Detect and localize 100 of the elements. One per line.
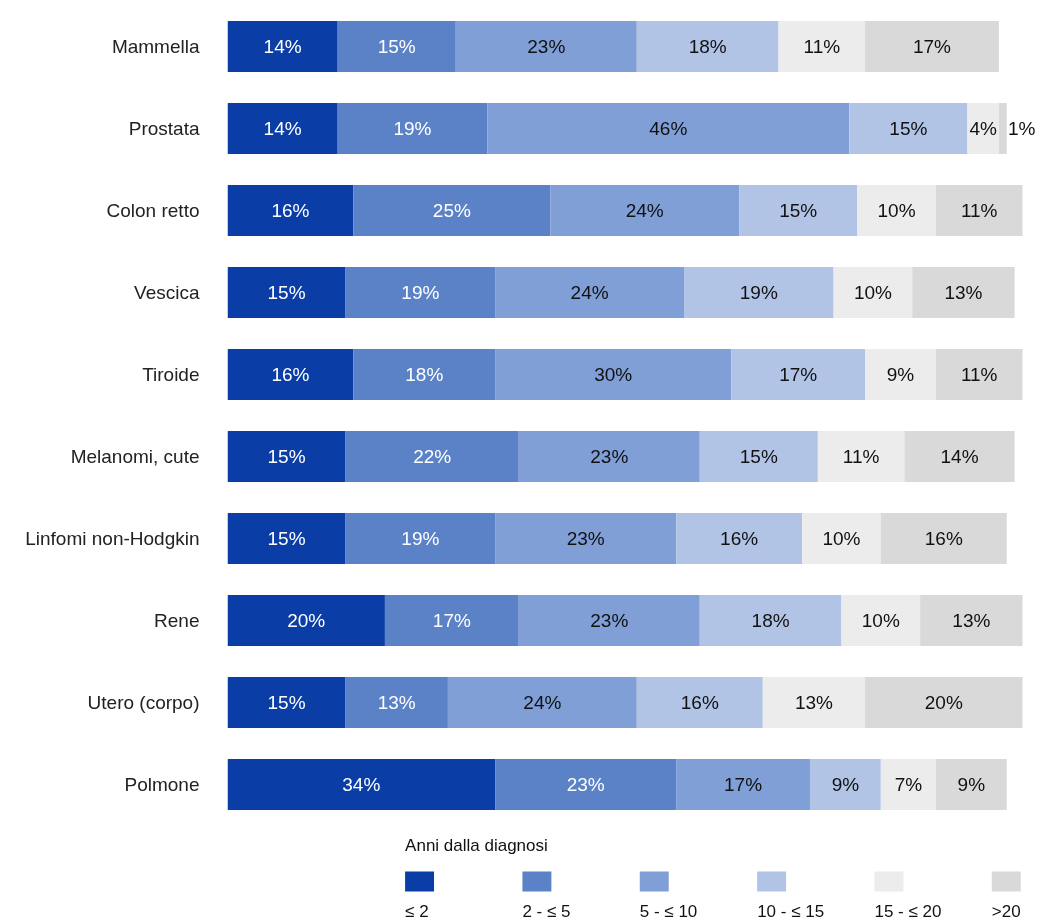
data-label: 19% xyxy=(401,528,440,549)
data-label: 14% xyxy=(263,36,302,57)
bar xyxy=(227,759,496,810)
legend-label: 5 - ≤ 10 xyxy=(639,902,698,921)
legend-label: ≤ 2 xyxy=(405,902,429,921)
bar xyxy=(841,595,921,646)
bar xyxy=(550,185,740,236)
data-label: 34% xyxy=(342,774,381,795)
y-tick-label: Vescica xyxy=(134,282,200,303)
y-tick-label: Colon retto xyxy=(106,200,200,221)
bar xyxy=(676,759,810,810)
bar xyxy=(817,431,905,482)
data-label: 10% xyxy=(877,200,916,221)
bar xyxy=(636,677,763,728)
data-label: 20% xyxy=(924,692,963,713)
data-label: 17% xyxy=(432,610,471,631)
y-tick-label: Melanomi, cute xyxy=(70,446,200,467)
data-label: 4% xyxy=(969,118,997,139)
bar xyxy=(495,349,732,400)
bar xyxy=(833,267,913,318)
data-label: 11% xyxy=(960,364,998,385)
data-label: 15% xyxy=(267,692,306,713)
data-label: 15% xyxy=(889,118,928,139)
bar xyxy=(345,267,496,318)
data-label: 15% xyxy=(267,528,306,549)
bar xyxy=(227,513,346,564)
data-label: 19% xyxy=(393,118,432,139)
data-label: 10% xyxy=(853,282,893,303)
data-label: 14% xyxy=(263,118,302,139)
bar xyxy=(920,595,1023,646)
data-label: 23% xyxy=(590,446,629,467)
data-label: 11% xyxy=(960,200,998,221)
bar xyxy=(699,595,842,646)
bar xyxy=(227,185,354,236)
bar xyxy=(227,21,338,72)
data-label: 25% xyxy=(432,200,471,221)
data-label: 13% xyxy=(952,610,991,631)
bar xyxy=(455,21,637,72)
legend-label: 10 - ≤ 15 xyxy=(757,902,825,921)
bar xyxy=(935,759,1007,810)
bar xyxy=(227,349,354,400)
bar xyxy=(495,759,677,810)
bar xyxy=(762,677,866,728)
data-label: 16% xyxy=(924,528,963,549)
data-label: 17% xyxy=(912,36,952,57)
bar xyxy=(227,103,338,154)
data-label: 20% xyxy=(287,610,326,631)
bar xyxy=(518,431,700,482)
data-label: 11% xyxy=(842,446,880,467)
data-label: 16% xyxy=(720,528,759,549)
y-tick-label: Polmone xyxy=(124,774,200,795)
bar xyxy=(849,103,968,154)
bar xyxy=(227,595,385,646)
bar xyxy=(699,431,818,482)
y-tick-label: Linfomi non-Hodgkin xyxy=(25,528,200,549)
data-label: 19% xyxy=(739,282,778,303)
data-label: 17% xyxy=(779,364,818,385)
data-label: 23% xyxy=(566,528,605,549)
bar xyxy=(345,431,519,482)
data-label: 15% xyxy=(377,36,416,57)
data-label: 15% xyxy=(267,446,306,467)
bar xyxy=(518,595,700,646)
bar xyxy=(353,185,551,236)
bar xyxy=(802,513,881,564)
data-label: 15% xyxy=(739,446,778,467)
data-label: 13% xyxy=(377,692,416,713)
bar xyxy=(684,267,834,318)
bar xyxy=(935,185,1023,236)
data-label: 13% xyxy=(944,282,983,303)
bar xyxy=(809,759,881,810)
data-label: 24% xyxy=(523,692,562,713)
data-label: 10% xyxy=(861,610,900,631)
bar xyxy=(880,759,936,810)
bar xyxy=(345,513,496,564)
bar xyxy=(227,431,346,482)
bar xyxy=(447,677,637,728)
bar xyxy=(337,21,456,72)
bar xyxy=(731,349,866,400)
bar xyxy=(865,677,1023,728)
data-label: 16% xyxy=(271,364,310,385)
data-label: 46% xyxy=(649,118,688,139)
y-tick-label: Rene xyxy=(154,610,200,631)
bar xyxy=(227,267,346,318)
data-label: 11% xyxy=(803,36,841,57)
bar xyxy=(998,103,1007,154)
bar xyxy=(495,267,685,318)
data-label: 9% xyxy=(886,364,915,385)
legend-label: 15 - ≤ 20 xyxy=(874,902,942,921)
data-label: 9% xyxy=(957,774,986,795)
data-label: 15% xyxy=(267,282,306,303)
data-label: 23% xyxy=(566,774,605,795)
data-label: 30% xyxy=(594,364,633,385)
data-label: 24% xyxy=(625,200,664,221)
bar xyxy=(912,267,1015,318)
data-label: 16% xyxy=(680,692,719,713)
bar xyxy=(227,677,346,728)
y-tick-label: Utero (corpo) xyxy=(87,692,200,713)
data-label: 7% xyxy=(894,774,923,795)
data-label: 17% xyxy=(724,774,763,795)
data-label: 14% xyxy=(940,446,979,467)
